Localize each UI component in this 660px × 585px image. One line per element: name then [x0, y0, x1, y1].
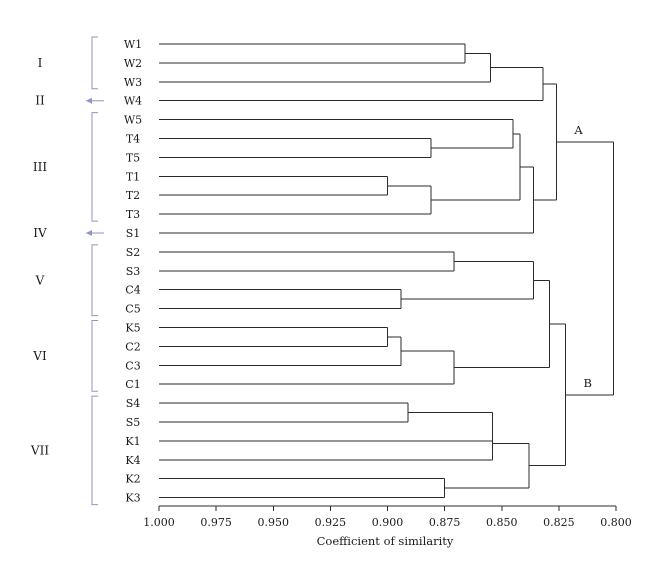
cluster-label-b: B — [584, 376, 592, 390]
group-bracket-vii — [91, 395, 98, 506]
x-tick-label: 0.850 — [486, 516, 518, 529]
leaf-label-k2: K2 — [125, 473, 140, 486]
group-label-v: V — [35, 273, 45, 287]
leaf-label-c1: C1 — [125, 378, 140, 391]
leaf-label-t1: T1 — [126, 170, 140, 183]
x-tick-label: 0.900 — [372, 516, 404, 529]
cluster-labels: AB — [573, 123, 592, 390]
group-label-i: I — [38, 56, 43, 70]
leaf-label-t3: T3 — [126, 208, 140, 221]
leaf-labels: W1 W2 W3 W4 W5 T4 T5 T1 T2 T3 S1 S2 S3 C4 C5 K5 C2 C3 C1 S4… — [124, 38, 142, 505]
group-bracket-v — [91, 244, 98, 317]
x-tick-label: 0.975 — [200, 516, 232, 529]
group-label-ii: II — [35, 94, 45, 108]
leaf-label-w2: W2 — [124, 57, 142, 70]
x-tick-label: 0.950 — [258, 516, 290, 529]
x-tick-label: 0.925 — [315, 516, 347, 529]
group-bracket-iii — [91, 112, 98, 222]
leaf-label-c3: C3 — [125, 359, 140, 372]
leaf-label-k4: K4 — [125, 454, 140, 467]
x-tick-label: 0.800 — [600, 516, 632, 529]
group-arrow-head-iv — [86, 230, 92, 236]
group-bracket-i — [91, 36, 98, 90]
leaf-label-w4: W4 — [124, 95, 142, 108]
leaf-label-k3: K3 — [125, 492, 140, 505]
leaf-label-k1: K1 — [125, 435, 140, 448]
leaf-label-c5: C5 — [125, 303, 140, 316]
leaf-label-c2: C2 — [125, 340, 140, 353]
group-bracket-vi — [91, 320, 98, 392]
leaf-label-t4: T4 — [126, 133, 140, 146]
leaf-label-s1: S1 — [126, 227, 141, 240]
leaf-label-w1: W1 — [124, 38, 142, 51]
leaf-label-s3: S3 — [126, 265, 141, 278]
cluster-label-a: A — [573, 123, 583, 137]
x-axis-title: Coefficient of similarity — [317, 534, 454, 548]
group-label-iii: III — [33, 160, 47, 174]
leaf-label-s2: S2 — [126, 246, 141, 259]
leaf-label-s5: S5 — [126, 416, 141, 429]
leaf-label-t2: T2 — [126, 189, 140, 202]
group-label-iv: IV — [33, 226, 47, 240]
leaf-label-k5: K5 — [125, 322, 140, 335]
x-tick-label: 1.000 — [143, 516, 175, 529]
leaf-label-w3: W3 — [124, 76, 142, 89]
x-axis: 1.000 0.975 0.950 0.925 0.900 0.875 0.850 0.825… — [143, 505, 632, 529]
group-label-vi: VI — [32, 349, 47, 363]
leaf-label-w5: W5 — [124, 114, 142, 127]
leaf-label-t5: T5 — [126, 151, 140, 164]
leaf-label-s4: S4 — [126, 397, 141, 410]
dendrogram-branches — [159, 43, 615, 499]
group-label-vii: VII — [30, 443, 49, 457]
x-tick-label: 0.875 — [429, 516, 461, 529]
leaf-label-c4: C4 — [125, 284, 140, 297]
x-tick-label: 0.825 — [543, 516, 575, 529]
group-arrow-head-ii — [86, 97, 92, 104]
